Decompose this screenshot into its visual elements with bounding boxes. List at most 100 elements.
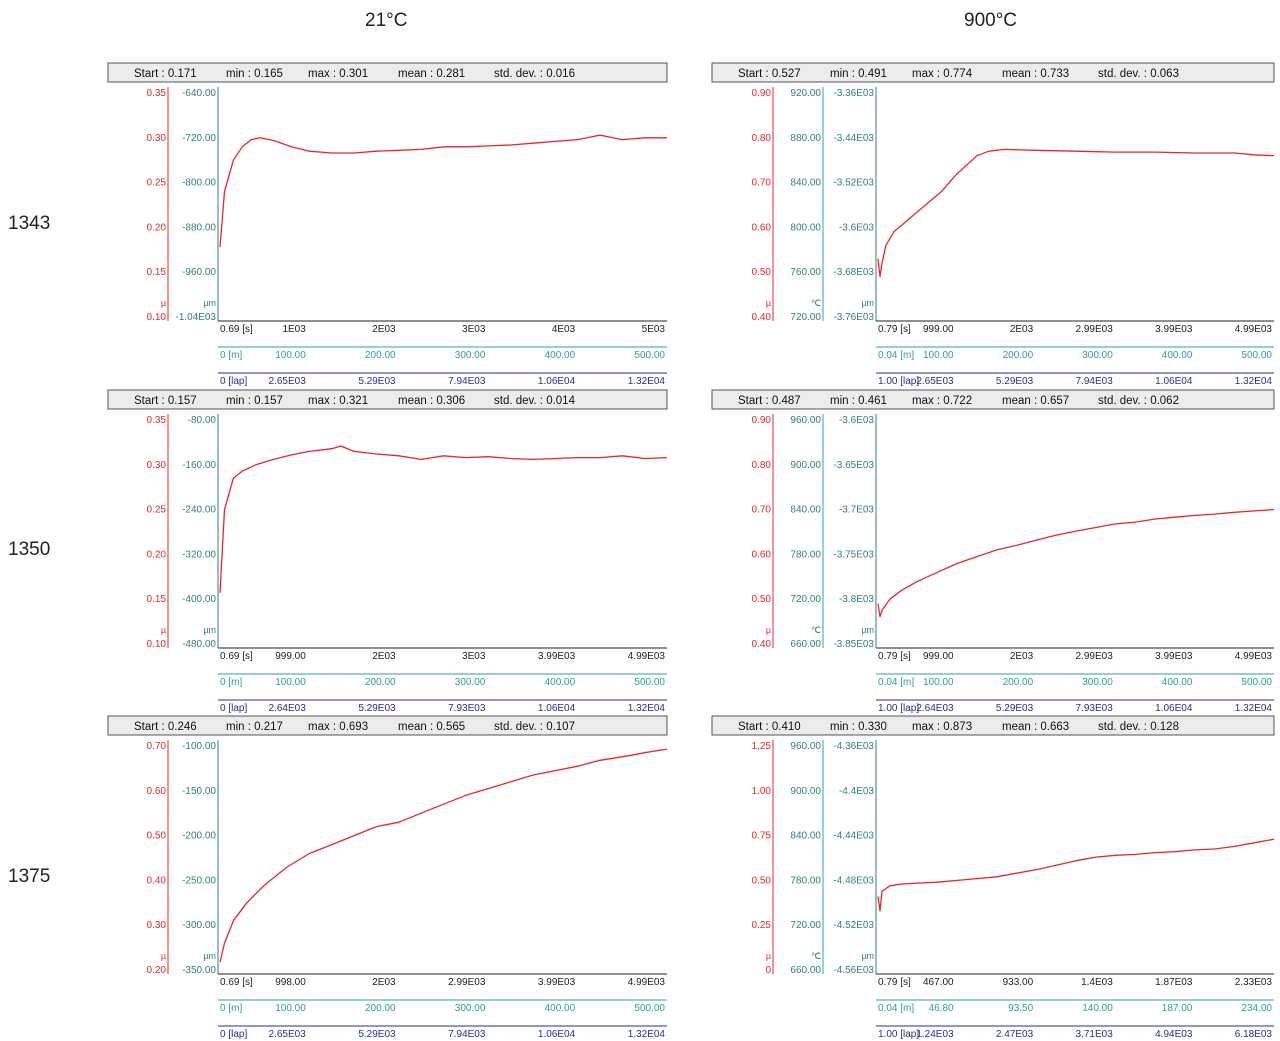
distance-tick-label: 400.00 [545,350,576,361]
temperature-tick-label: 780.00 [790,549,821,560]
column-title-21c: 21°C [365,10,408,31]
temperature-tick-label: 800.00 [790,222,821,233]
time-tick-label: 4E03 [552,324,576,335]
depth-tick-label: -3.7E03 [839,505,874,516]
friction-tick-label: 0.70 [752,178,772,189]
time-tick-label: 999.00 [923,324,954,335]
lap-tick-label: 1.06E04 [1155,376,1193,387]
temperature-tick-label: 960.00 [790,741,821,752]
distance-tick-label: 0.04 [m] [878,677,914,688]
stats-bar [711,62,1275,83]
friction-unit-label: µ [161,298,166,308]
distance-tick-label: 400.00 [545,1003,576,1014]
stats-text: std. dev. : 0.063 [1098,68,1179,80]
friction-tick-label: 1.00 [752,786,772,797]
distance-tick-label: 400.00 [1162,350,1193,361]
friction-tick-label: 0.30 [147,133,167,144]
lap-tick-label: 1.32E04 [628,703,666,714]
temperature-tick-label: 840.00 [790,831,821,842]
stats-text: Start : 0.157 [134,395,197,407]
depth-tick-label: -200.00 [182,831,216,842]
depth-tick-label: -3.85E03 [833,639,874,650]
depth-tick-label: -800.00 [182,178,216,189]
stats-text: Start : 0.527 [738,68,801,80]
stats-text: std. dev. : 0.014 [494,395,576,407]
temperature-tick-label: 900.00 [790,786,821,797]
lap-tick-label: 3.71E03 [1076,1029,1114,1040]
distance-tick-label: 200.00 [1003,350,1034,361]
friction-tick-label: 0.75 [752,831,772,842]
depth-tick-label: -3.8E03 [839,594,874,605]
temperature-tick-label: 840.00 [790,178,821,189]
stats-text: max : 0.321 [308,395,368,407]
stats-text: mean : 0.306 [398,395,465,407]
lap-tick-label: 1.06E04 [1155,703,1193,714]
stats-bar [107,389,668,410]
friction-tick-label: 0.60 [752,222,772,233]
temperature-tick-label: 880.00 [790,133,821,144]
stats-bar [107,715,668,736]
time-tick-label: 3E03 [462,651,486,662]
stats-text: max : 0.873 [912,721,972,733]
time-tick-label: 3.99E03 [538,977,576,988]
depth-tick-label: -4.56E03 [833,965,874,976]
friction-tick-label: 0.25 [752,920,772,931]
friction-series-line [219,445,668,593]
time-tick-label: 999.00 [275,651,306,662]
depth-tick-label: -960.00 [182,267,216,278]
depth-tick-label: -240.00 [182,505,216,516]
distance-tick-label: 400.00 [1162,677,1193,688]
time-tick-label: 4.99E03 [1235,651,1273,662]
depth-unit-label: µm [861,951,874,961]
lap-tick-label: 1.06E04 [538,703,576,714]
distance-tick-label: 500.00 [634,350,665,361]
lap-tick-label: 0 [lap] [220,1029,247,1040]
friction-tick-label: 0.35 [147,415,167,426]
friction-tick-label: 0.40 [752,639,772,650]
stats-text: Start : 0.410 [738,721,801,733]
lap-tick-label: 5.29E03 [358,376,396,387]
lap-tick-label: 5.29E03 [996,376,1034,387]
lap-tick-label: 0 [lap] [220,703,247,714]
distance-tick-label: 93.50 [1008,1003,1033,1014]
distance-tick-label: 0 [m] [220,1003,242,1014]
row-label-1343: 1343 [8,213,51,234]
distance-tick-label: 100.00 [275,350,306,361]
friction-tick-label: 0.60 [147,786,167,797]
lap-tick-label: 7.93E03 [1076,703,1114,714]
stats-text: std. dev. : 0.107 [494,721,575,733]
time-tick-label: 2.99E03 [448,977,486,988]
distance-tick-label: 100.00 [923,677,954,688]
time-tick-label: 2.99E03 [1076,324,1114,335]
time-tick-label: 3.99E03 [538,651,576,662]
depth-tick-label: -3.6E03 [839,415,874,426]
stats-text: min : 0.157 [226,395,283,407]
temperature-tick-label: 720.00 [790,594,821,605]
time-tick-label: 0.69 [s] [220,977,253,988]
lap-tick-label: 1.32E04 [628,376,666,387]
lap-tick-label: 2.65E03 [269,1029,307,1040]
distance-tick-label: 300.00 [1082,677,1113,688]
temperature-tick-label: 660.00 [790,639,821,650]
stats-text: max : 0.774 [912,68,973,80]
friction-tick-label: 0.90 [752,415,772,426]
friction-tick-label: 0.30 [147,460,167,471]
lap-tick-label: 1.00 [lap] [878,376,919,387]
temperature-tick-label: 660.00 [790,965,821,976]
friction-tick-label: 0.25 [147,178,167,189]
friction-tick-label: 0.50 [752,875,772,886]
distance-tick-label: 100.00 [275,677,306,688]
temperature-unit-label: ℃ [811,298,821,308]
stats-text: max : 0.722 [912,395,972,407]
friction-tick-label: 0.50 [147,831,167,842]
friction-unit-label: µ [766,298,771,308]
distance-tick-label: 0 [m] [220,677,242,688]
time-tick-label: 2E03 [372,651,396,662]
lap-tick-label: 6.18E03 [1235,1029,1273,1040]
friction-tick-label: 0.90 [752,88,772,99]
distance-tick-label: 300.00 [455,350,486,361]
friction-tick-label: 0.80 [752,133,772,144]
lap-tick-label: 1.06E04 [538,1029,576,1040]
stats-text: max : 0.693 [308,721,368,733]
time-tick-label: 933.00 [1003,977,1034,988]
